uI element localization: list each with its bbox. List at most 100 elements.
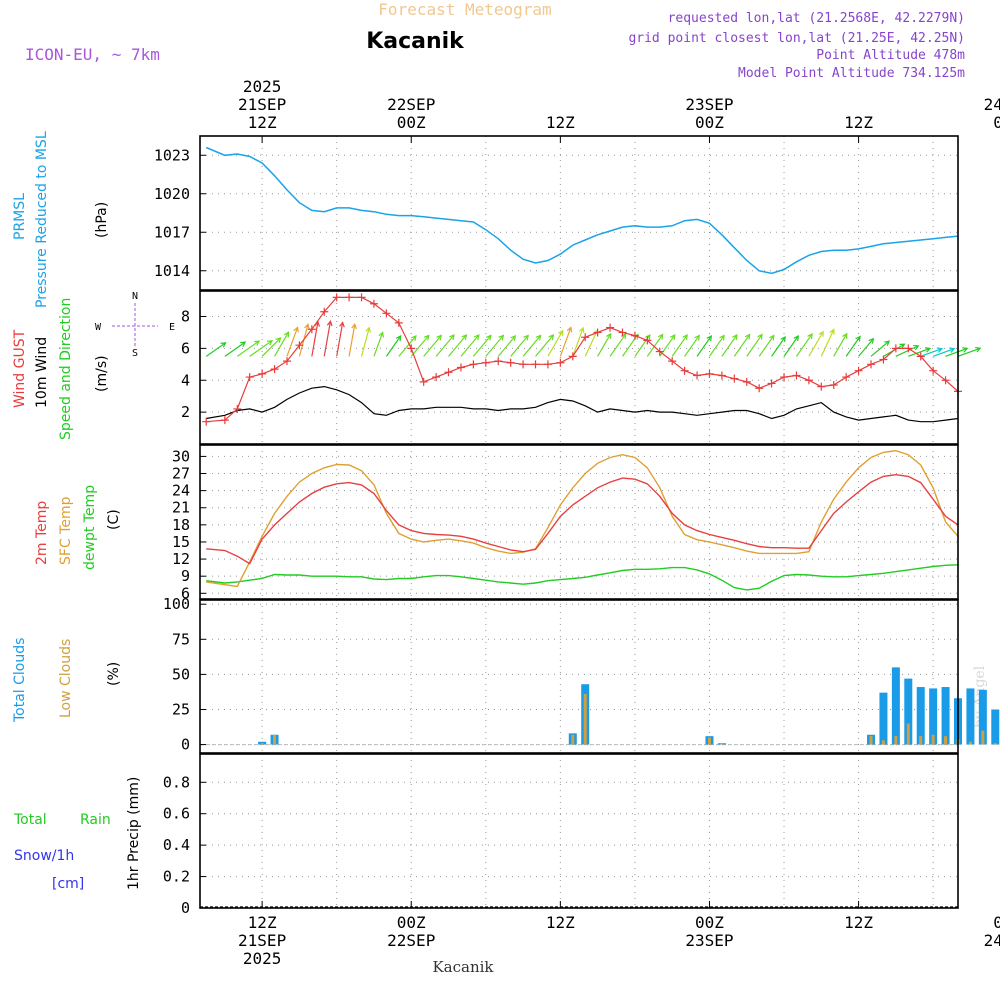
- snow-unit: [cm]: [52, 876, 84, 892]
- wind-arrow-shaft: [945, 347, 968, 357]
- pressure-msl-label: Pressure Reduced to MSL: [34, 131, 50, 308]
- wind-gust-marker: [494, 357, 503, 366]
- wind-arrow-shaft: [671, 334, 688, 357]
- temperature-ytick-label: 30: [172, 447, 190, 465]
- wind-arrow-head: [682, 334, 688, 341]
- wind-gust-marker: [780, 373, 789, 382]
- wind-arrow-shaft: [460, 334, 480, 357]
- wind-gust-marker: [307, 325, 316, 334]
- wind-arrow-head: [606, 332, 612, 339]
- wind-arrow-head: [975, 346, 982, 353]
- temperature-ytick-label: 12: [172, 550, 190, 568]
- prmsl-line: [205, 146, 959, 275]
- wind-arrow-head: [461, 334, 468, 341]
- wind-arrow-shaft: [261, 337, 281, 357]
- top-time-label: 12Z: [844, 113, 873, 132]
- wind-arrow-shaft: [609, 333, 627, 357]
- wind-arrow-shaft: [895, 345, 919, 357]
- bottom-time-label: 12Z: [844, 913, 873, 932]
- precip-ytick-label: 0.4: [163, 836, 190, 854]
- precip-ytick-label: 0: [181, 899, 190, 917]
- compass-rose: N S W E: [95, 291, 175, 359]
- dewpt-line: [206, 564, 959, 591]
- temperature-ytick-label: 24: [172, 482, 190, 500]
- pressure-ytick-label: 1017: [154, 223, 190, 241]
- wind-arrow-head: [842, 332, 848, 339]
- wind-arrow-head: [485, 334, 492, 341]
- wind-arrow-shaft: [733, 334, 751, 357]
- wind-gust-marker: [817, 382, 826, 391]
- wind-arrow-shaft: [646, 334, 664, 357]
- top-time-label: 23SEP: [685, 95, 733, 114]
- wind-gust-marker: [506, 358, 515, 367]
- clouds-ytick-label: 0: [181, 736, 190, 754]
- wind-arrow-head: [275, 337, 282, 343]
- wind-gust-marker: [854, 366, 863, 375]
- wind-arrow-head: [498, 334, 505, 341]
- wind-gust-marker: [618, 328, 627, 337]
- wind-arrow-head: [706, 335, 712, 342]
- precip-ytick-label: 0.8: [163, 773, 190, 791]
- wind-arrow-shaft: [510, 335, 529, 357]
- bottom-time-label: 21SEP: [238, 931, 286, 950]
- wind-arrow-head: [254, 340, 261, 346]
- clouds-ytick-label: 100: [163, 595, 190, 613]
- sfc-temp-line: [206, 449, 959, 588]
- wind-arrow-shaft: [597, 333, 612, 357]
- wind-ytick-label: 8: [181, 308, 190, 326]
- wind-gust-marker: [320, 307, 329, 316]
- wind-arrow-shaft: [783, 335, 799, 357]
- wind-arrow-shaft: [485, 335, 504, 357]
- wind-arrow-shaft: [932, 348, 955, 357]
- top-time-label: 22SEP: [387, 95, 435, 114]
- wind-gust-marker: [295, 341, 304, 350]
- wind-arrow-shaft: [808, 331, 824, 357]
- low-cloud-bar: [260, 743, 264, 745]
- wind-arrow-shaft: [572, 327, 584, 357]
- dewpt-label: dewpt Temp: [82, 485, 98, 570]
- wind-arrow-shaft: [398, 335, 417, 357]
- temp-2m-label: 2m Temp: [34, 501, 50, 565]
- wind-10m-line: [206, 385, 959, 423]
- wind-gust-marker: [891, 344, 900, 353]
- wind-arrow-head: [855, 335, 861, 342]
- wind-arrow-head: [818, 330, 824, 337]
- wind-arrow-shaft: [497, 335, 516, 357]
- temperature-ytick-label: 21: [172, 499, 190, 517]
- low-cloud-bar: [931, 734, 935, 745]
- grid-point-coords: grid point closest lon,lat (21.25E, 42.2…: [628, 31, 965, 46]
- top-time-label: 00Z: [695, 113, 724, 132]
- rain-label: Rain: [80, 812, 111, 828]
- wind-gust-marker: [804, 376, 813, 385]
- pressure-unit: (hPa): [94, 202, 110, 238]
- wind-ytick-label: 6: [181, 339, 190, 357]
- low-cloud-bar: [583, 694, 587, 745]
- low-cloud-bar: [720, 743, 724, 745]
- wind-arrow-head: [924, 347, 932, 353]
- prmsl-label: PRMSL: [12, 193, 28, 240]
- wind-gust-marker: [693, 371, 702, 380]
- wind-gust-marker: [202, 417, 211, 426]
- wind-arrow-head: [657, 333, 664, 340]
- wind-gust-marker: [867, 360, 876, 369]
- compass-n: N: [132, 291, 138, 302]
- point-altitude: Point Altitude 478m: [816, 48, 965, 63]
- wind-arrow-head: [732, 334, 738, 341]
- wind-arrow-shaft: [746, 334, 763, 357]
- wind-gust-marker: [444, 368, 453, 377]
- wind-arrow-shaft: [385, 335, 402, 357]
- precip-ytick-label: 0.2: [163, 868, 190, 886]
- wind-arrow-head: [473, 334, 480, 341]
- wind-gust-marker: [606, 323, 615, 332]
- wind-arrow-head: [744, 333, 751, 340]
- footer-location: Kacanik: [432, 958, 494, 976]
- wind-panel-labels: Wind GUST 10m Wind Speed and Direction (…: [12, 291, 175, 440]
- top-time-label: 24SEP: [984, 95, 1000, 114]
- clouds-ytick-label: 25: [172, 700, 190, 718]
- chart-subtitle: Forecast Meteogram: [378, 0, 551, 19]
- low-cloud-bar: [944, 736, 948, 745]
- wind-arrow-head: [558, 329, 564, 336]
- wind-arrow-shaft: [795, 333, 813, 357]
- wind-gust-marker: [245, 373, 254, 382]
- low-cloud-bar: [906, 723, 910, 745]
